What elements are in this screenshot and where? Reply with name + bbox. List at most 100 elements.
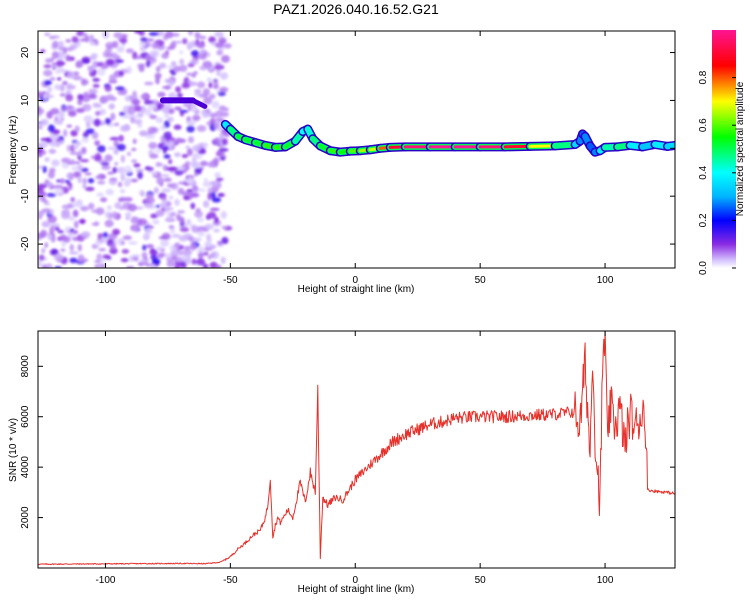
noise-blob [167, 65, 175, 69]
noise-blob [102, 50, 112, 58]
noise-blob [51, 142, 59, 147]
noise-blob [134, 55, 143, 60]
spectrogram-plot-area [38, 31, 675, 268]
spectrogram-x-ticks: -100 -50 0 50 100 [95, 31, 614, 286]
snr-y-tick-label: 4000 [20, 456, 31, 479]
noise-blob [221, 236, 229, 245]
noise-blob [54, 115, 59, 122]
noise-blob [148, 31, 159, 36]
spectrogram-x-tick-label: -50 [223, 275, 238, 286]
noise-blob [43, 79, 52, 86]
noise-blob [139, 258, 150, 264]
noise-blob [193, 153, 203, 160]
noise-blob [156, 162, 164, 167]
noise-blob [87, 65, 94, 73]
noise-blob [78, 150, 83, 157]
noise-blob [77, 94, 84, 100]
noise-blob [109, 177, 118, 181]
noise-blob [198, 245, 204, 253]
noise-blob [129, 255, 134, 263]
noise-blob [218, 193, 225, 197]
ridge-core-segment [666, 143, 675, 148]
noise-blob [88, 88, 98, 95]
noise-blob [107, 171, 114, 175]
noise-blob [117, 181, 123, 188]
noise-blob [60, 248, 66, 252]
snr-x-ticks: -100 -50 0 50 100 [95, 331, 614, 586]
noise-blob [182, 249, 193, 256]
noise-blob [148, 104, 158, 110]
noise-blob [65, 39, 72, 43]
noise-blob [51, 159, 60, 167]
noise-blob [206, 161, 217, 168]
snr-y-tick-label: 2000 [20, 506, 31, 529]
snr-plot-area [38, 331, 675, 566]
noise-blob [71, 36, 79, 43]
noise-blob [216, 177, 224, 181]
noise-blob [81, 231, 91, 238]
noise-blob [176, 40, 183, 44]
noise-blob [95, 110, 101, 116]
noise-blob [44, 201, 51, 206]
spectrogram-x-tick-label: 100 [597, 275, 614, 286]
noise-blob [133, 119, 143, 125]
noise-blob [44, 157, 50, 162]
noise-blob [214, 137, 219, 146]
noise-blob [47, 233, 53, 241]
noise-blob [44, 32, 51, 37]
noise-blob [193, 71, 198, 75]
noise-blob [204, 223, 214, 230]
noise-blob [97, 233, 105, 238]
noise-blob [117, 89, 127, 96]
noise-blob [121, 115, 131, 119]
noise-blob [94, 140, 101, 147]
noise-blob [65, 94, 74, 102]
noise-blob [214, 31, 224, 38]
snr-frame [37, 330, 676, 569]
noise-blob [144, 227, 153, 235]
spectrogram-x-tick-label: 0 [352, 275, 358, 286]
noise-blob [85, 186, 95, 192]
noise-blob [94, 259, 102, 264]
noise-blob [50, 133, 59, 141]
noise-blob [155, 65, 161, 73]
noise-blob [58, 111, 65, 119]
snr-x-tick-label: 0 [352, 575, 358, 586]
noise-blob [178, 235, 188, 242]
noise-blob [139, 46, 146, 52]
noise-blob [139, 130, 148, 137]
noise-blob [38, 148, 43, 154]
noise-blob [75, 108, 85, 113]
noise-blob [178, 109, 189, 113]
noise-blob [186, 148, 193, 157]
noise-blob [195, 208, 201, 213]
noise-blob [192, 144, 202, 152]
noise-blob [130, 216, 139, 224]
noise-blob [67, 71, 75, 79]
noise-blob [45, 59, 54, 63]
noise-blob [72, 209, 79, 218]
noise-blob [217, 240, 223, 245]
noise-blob [197, 232, 205, 237]
snr-y-tick-label: 8000 [20, 355, 31, 378]
noise-blob [140, 37, 148, 43]
noise-blob [206, 77, 213, 83]
noise-blob [93, 118, 101, 127]
noise-blob [54, 226, 60, 231]
noise-blob [175, 86, 182, 93]
noise-blob [151, 42, 159, 49]
noise-blob [222, 107, 229, 112]
noise-blob [97, 180, 106, 185]
snr-y-tick-label: 6000 [20, 405, 31, 428]
noise-blob [196, 81, 206, 89]
noise-blob [146, 38, 155, 42]
colorbar-tick-label: 0.4 [698, 165, 709, 179]
noise-blob [202, 60, 212, 68]
noise-blob [194, 89, 202, 93]
noise-blob [105, 188, 114, 196]
noise-blob [144, 56, 155, 61]
noise-blob [199, 49, 207, 55]
noise-blob [145, 196, 155, 204]
noise-blob [107, 146, 117, 150]
noise-blob [41, 208, 52, 213]
